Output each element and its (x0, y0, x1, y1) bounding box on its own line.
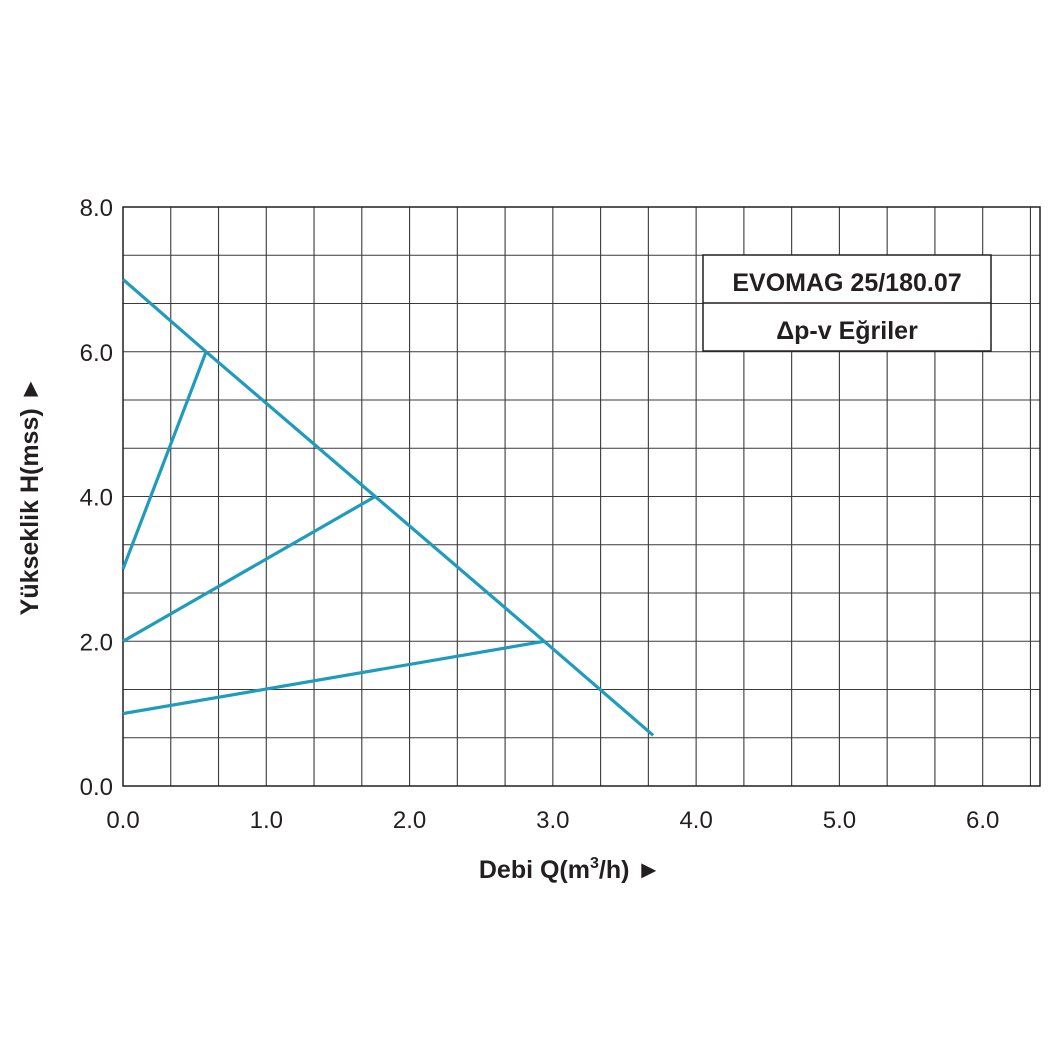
series-line (121, 351, 208, 570)
series-line (122, 495, 376, 643)
y-tick-label: 0.0 (80, 774, 113, 801)
x-tick-label: 2.0 (393, 807, 426, 834)
series-line (122, 639, 545, 716)
y-axis-title: Yükseklik H(mss) ► (16, 377, 44, 616)
plot-frame (122, 206, 1041, 787)
x-tick-label: 4.0 (679, 807, 712, 834)
y-tick-label: 2.0 (80, 629, 113, 656)
x-axis-title: Debi Q(m3/h) ► (479, 855, 661, 884)
x-tick-label: 3.0 (536, 807, 569, 834)
legend-box: EVOMAG 25/180.07 Δp-v Eğriler (702, 254, 992, 352)
x-tick-label: 5.0 (823, 807, 856, 834)
legend-title: EVOMAG 25/180.07 (732, 269, 961, 297)
legend-subtitle: Δp-v Eğriler (776, 317, 918, 345)
y-tick-label: 8.0 (80, 195, 113, 222)
x-tick-label: 6.0 (966, 807, 999, 834)
y-tick-label: 4.0 (80, 485, 113, 512)
x-tick-label: 0.0 (106, 807, 139, 834)
y-tick-label: 6.0 (80, 340, 113, 367)
tick-labels: 0.0 1.0 2.0 3.0 4.0 5.0 6.0 0.0 2.0 4.0 6.0 8.0 (80, 195, 1000, 834)
series-layer (121, 278, 655, 737)
x-tick-label: 1.0 (250, 807, 283, 834)
